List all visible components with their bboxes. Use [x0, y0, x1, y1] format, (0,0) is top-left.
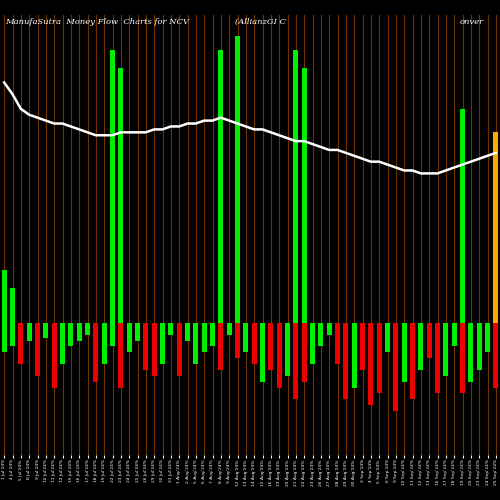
- Bar: [318, 323, 324, 346]
- Bar: [60, 323, 65, 364]
- Bar: [244, 323, 248, 352]
- Text: ManufaSutra  Money Flow  Charts for NCV: ManufaSutra Money Flow Charts for NCV: [5, 18, 189, 25]
- Bar: [18, 323, 24, 364]
- Bar: [460, 323, 465, 394]
- Bar: [435, 323, 440, 394]
- Bar: [452, 323, 456, 346]
- Bar: [218, 50, 224, 323]
- Bar: [160, 323, 165, 364]
- Bar: [394, 323, 398, 411]
- Bar: [85, 323, 90, 334]
- Bar: [444, 323, 448, 376]
- Bar: [126, 323, 132, 352]
- Bar: [302, 323, 306, 382]
- Bar: [26, 323, 32, 340]
- Bar: [110, 323, 115, 346]
- Bar: [294, 323, 298, 400]
- Bar: [2, 323, 6, 352]
- Bar: [385, 323, 390, 352]
- Bar: [235, 323, 240, 358]
- Bar: [418, 323, 424, 370]
- Bar: [360, 323, 365, 370]
- Bar: [144, 323, 148, 370]
- Bar: [302, 68, 306, 323]
- Bar: [426, 323, 432, 358]
- Bar: [118, 323, 124, 388]
- Bar: [235, 36, 240, 323]
- Bar: [194, 323, 198, 364]
- Bar: [468, 323, 473, 382]
- Bar: [326, 323, 332, 334]
- Bar: [110, 50, 115, 323]
- Bar: [352, 323, 356, 388]
- Bar: [202, 323, 206, 352]
- Bar: [335, 323, 340, 364]
- Bar: [376, 323, 382, 394]
- Bar: [118, 68, 124, 323]
- Bar: [226, 323, 232, 334]
- Bar: [252, 323, 256, 364]
- Bar: [76, 323, 82, 340]
- Bar: [285, 323, 290, 376]
- Bar: [52, 323, 57, 388]
- Bar: [276, 323, 281, 388]
- Bar: [2, 270, 6, 323]
- Bar: [44, 323, 49, 338]
- Text: (AllianzGI C: (AllianzGI C: [235, 18, 286, 25]
- Bar: [176, 323, 182, 376]
- Bar: [460, 109, 465, 323]
- Bar: [310, 323, 315, 364]
- Bar: [35, 323, 40, 376]
- Bar: [410, 323, 415, 400]
- Bar: [268, 323, 274, 370]
- Bar: [260, 323, 265, 382]
- Bar: [494, 132, 498, 323]
- Bar: [344, 323, 348, 400]
- Bar: [102, 323, 106, 364]
- Bar: [494, 323, 498, 388]
- Bar: [68, 323, 73, 346]
- Bar: [485, 323, 490, 352]
- Bar: [185, 323, 190, 340]
- Bar: [94, 323, 98, 382]
- Bar: [135, 323, 140, 340]
- Bar: [10, 323, 15, 346]
- Bar: [368, 323, 374, 405]
- Bar: [294, 50, 298, 323]
- Bar: [10, 288, 15, 323]
- Text: onver: onver: [460, 18, 484, 25]
- Bar: [168, 323, 173, 334]
- Bar: [476, 323, 482, 370]
- Bar: [402, 323, 406, 382]
- Bar: [210, 323, 215, 346]
- Bar: [218, 323, 224, 370]
- Bar: [152, 323, 156, 376]
